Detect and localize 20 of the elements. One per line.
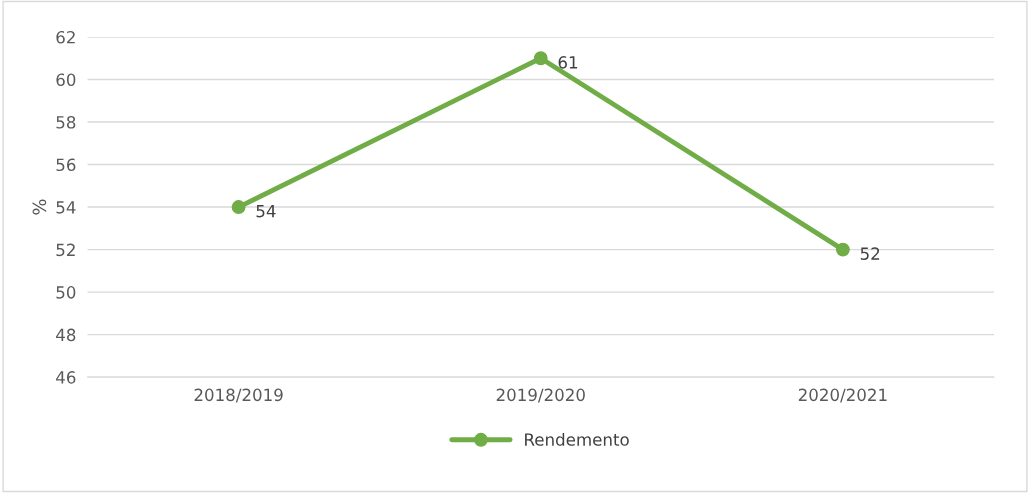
y-tick-label: 60 <box>56 73 76 87</box>
y-tick-label: 56 <box>56 158 76 172</box>
x-tick-label: 2019/2020 <box>496 388 585 403</box>
y-tick-label: 58 <box>56 115 76 129</box>
x-tick-label: 2020/2021 <box>798 388 887 403</box>
x-tick-label: 2018/2019 <box>194 388 283 403</box>
point <box>835 242 850 257</box>
legend-label: Rendemento <box>525 432 629 446</box>
y-tick-label: 48 <box>56 328 76 342</box>
y-tick-label: 52 <box>56 243 75 257</box>
y-tick-label: 54 <box>56 201 76 214</box>
y-tick-label: 50 <box>56 286 76 299</box>
point <box>533 51 548 66</box>
point <box>231 200 246 215</box>
data-label: 52 <box>860 247 880 260</box>
y-axis-title: % <box>32 199 47 215</box>
y-tick-label: 62 <box>56 30 75 44</box>
data-label: 61 <box>558 56 578 69</box>
data-label: 54 <box>256 205 276 218</box>
y-tick-label: 46 <box>56 371 76 384</box>
